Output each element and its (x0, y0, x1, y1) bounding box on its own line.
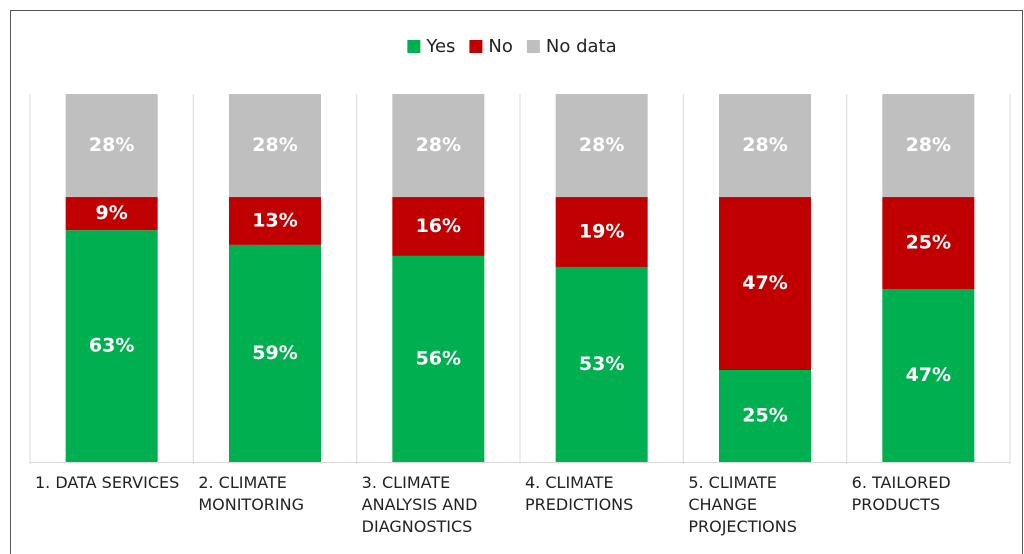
legend-swatch (407, 40, 421, 53)
bar-segment (719, 197, 811, 370)
bar-segment (229, 94, 321, 198)
data-label: 28% (89, 134, 134, 156)
bar-segment (392, 94, 485, 198)
data-label: 16% (416, 215, 461, 237)
data-label: 9% (96, 202, 128, 224)
data-label: 47% (742, 272, 787, 294)
bar-segment (555, 94, 648, 198)
bar-segment (882, 94, 975, 198)
legend-swatch (469, 40, 483, 53)
data-label: 28% (416, 134, 461, 156)
data-label: 28% (742, 134, 787, 156)
bar-segment (392, 197, 485, 256)
bar-segment (882, 197, 975, 290)
x-tick-label: 4. CLIMATE PREDICTIONS (525, 473, 634, 514)
bar-segment (719, 94, 811, 198)
bar-segment (65, 230, 158, 462)
bar-segment (392, 255, 485, 462)
bar-segment (229, 244, 321, 462)
data-label: 47% (906, 364, 951, 386)
legend-label: No data (546, 36, 617, 57)
bar-segment (555, 266, 648, 462)
bar-segment (65, 94, 158, 198)
bar-segment (882, 289, 975, 462)
bar-segment (719, 370, 811, 462)
data-label: 19% (579, 221, 624, 243)
data-label: 25% (906, 232, 951, 254)
data-label: 13% (252, 209, 297, 231)
bar-segment (555, 197, 648, 267)
legend-swatch (526, 40, 540, 53)
data-label: 28% (579, 134, 624, 156)
legend-label: Yes (425, 36, 455, 57)
data-label: 28% (906, 134, 951, 156)
x-tick-label: 1. DATA SERVICES (35, 473, 180, 492)
data-label: 59% (252, 342, 297, 364)
data-label: 56% (416, 347, 461, 369)
bar-segment (65, 197, 158, 231)
data-label: 28% (252, 134, 297, 156)
data-label: 25% (742, 405, 787, 427)
data-label: 63% (89, 335, 134, 357)
x-tick-label: 3. CLIMATE ANALYSIS AND DIAGNOSTICS (361, 473, 478, 536)
data-label: 53% (579, 353, 624, 375)
frame (10, 10, 1023, 554)
legend-label: No (488, 36, 512, 57)
x-tick-label: 6. TAILORED PRODUCTS (851, 473, 951, 514)
bar-segment (229, 197, 321, 245)
x-tick-label: 5. CLIMATE CHANGE PROJECTIONS (688, 473, 797, 536)
x-tick-label: 2. CLIMATE MONITORING (198, 473, 304, 514)
